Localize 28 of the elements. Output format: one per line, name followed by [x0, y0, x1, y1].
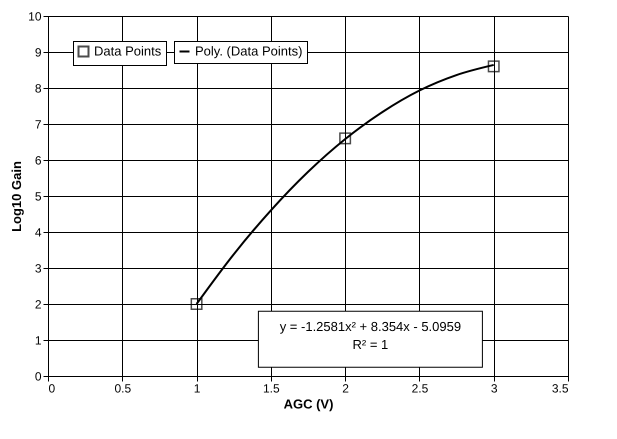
x-tick-label: 3	[490, 382, 498, 396]
x-tick-label: 1	[194, 382, 201, 396]
legend-label: Poly. (Data Points)	[195, 44, 302, 58]
x-tick-label: 1.5	[263, 382, 280, 396]
y-tick-label: 4	[34, 226, 42, 240]
point	[488, 60, 500, 72]
x-tick-label: 2	[342, 382, 350, 396]
annotation: R² = 1	[352, 337, 388, 352]
x-axis-title: AGC (V)	[284, 396, 334, 412]
y-tick-label: 2	[34, 298, 42, 312]
y-tick-label: 9	[34, 46, 42, 60]
x-tick-label: 0.5	[114, 382, 132, 396]
y-tick-label: 0	[34, 370, 42, 384]
y-tick-label: 6	[34, 154, 42, 168]
annotation: y = -1.2581x² + 8.354x - 5.0959	[280, 319, 462, 334]
y-tick-label: 5	[34, 190, 42, 204]
y-axis-title: Log10 Gain	[9, 161, 24, 232]
x-tick-label: 2.5	[412, 382, 429, 396]
point	[190, 298, 203, 310]
y-tick-label: 7	[34, 118, 42, 132]
point	[339, 132, 352, 144]
x-tick-label: 3.5	[552, 382, 569, 396]
x-tick-label: 0	[48, 382, 56, 396]
y-tick-label: 8	[34, 82, 42, 96]
y-tick-label: 1	[34, 334, 42, 348]
y-tick-label: 3	[34, 262, 42, 276]
legend-label: Data Points	[94, 44, 162, 58]
y-tick-label: 10	[28, 10, 42, 24]
